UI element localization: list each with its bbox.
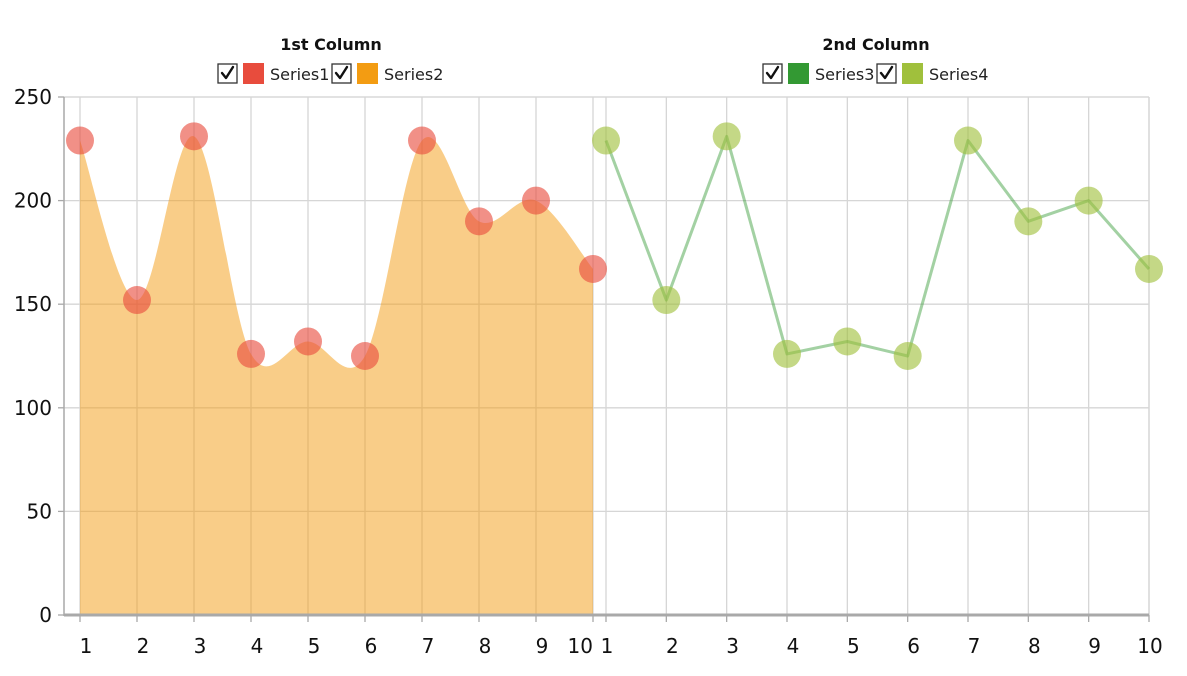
- x-tick-label: 8: [479, 634, 492, 658]
- check-icon: [879, 65, 894, 80]
- point-series4-9: [1074, 186, 1103, 215]
- x-tick-label: 1: [80, 634, 93, 658]
- point-series1-7: [408, 126, 436, 155]
- x-tick-label: 2: [137, 634, 150, 658]
- check-icon: [334, 65, 349, 80]
- legend-swatch-series4: [902, 63, 923, 84]
- x-tick-label: 4: [787, 634, 800, 658]
- legend-label-series2: Series2: [384, 65, 443, 84]
- point-series1-10: [579, 254, 607, 283]
- legend-swatch-series2: [357, 63, 378, 84]
- x-tick-label: 10: [568, 634, 593, 658]
- check-icon: [765, 65, 780, 80]
- x-tick-label: 3: [726, 634, 739, 658]
- legend-group-2: 2nd Column Series3 Series4: [762, 35, 988, 84]
- legend-label-series1: Series1: [270, 65, 329, 84]
- x-tick-label: 3: [194, 634, 207, 658]
- point-series4-2: [652, 286, 681, 315]
- legend-swatch-series3: [788, 63, 809, 84]
- x-tick-label: 5: [308, 634, 321, 658]
- y-tick-label: 0: [39, 603, 52, 627]
- plot-area: [66, 122, 1163, 615]
- x-tick-label: 2: [666, 634, 679, 658]
- point-series4-3: [712, 122, 741, 151]
- legend-group-1: 1st Column Series1 Series2: [217, 35, 443, 84]
- point-series1-2: [123, 286, 151, 315]
- x-tick-label: 9: [1088, 634, 1101, 658]
- point-series4-7: [954, 126, 982, 155]
- checkbox-series3[interactable]: [762, 63, 783, 84]
- line-series3: [604, 134, 1151, 358]
- check-icon: [220, 65, 235, 80]
- y-tick-label: 250: [14, 85, 52, 109]
- point-series1-4: [237, 339, 265, 368]
- checkbox-series1[interactable]: [217, 63, 238, 84]
- point-series4-6: [893, 342, 922, 370]
- point-series4-1: [592, 126, 620, 155]
- x-tick-label: 7: [422, 634, 435, 658]
- x-tick-label: 1: [601, 634, 614, 658]
- legend-label-series4: Series4: [929, 65, 988, 84]
- point-series4-5: [833, 327, 862, 356]
- x-tick-label: 7: [968, 634, 981, 658]
- point-series1-8: [465, 207, 493, 236]
- point-series1-1: [66, 126, 94, 155]
- x-tick-label: 6: [907, 634, 920, 658]
- axes: 0 50 100 150 200 250 1 2 3 4 5 6 7 8 9 10 1 2 3 4 5 6 7 8 9 10: [14, 85, 1163, 658]
- legend-title: 1st Column: [280, 35, 382, 54]
- legend-title: 2nd Column: [822, 35, 929, 54]
- checkbox-series4[interactable]: [876, 63, 897, 84]
- x-tick-label: 4: [251, 634, 264, 658]
- point-series1-9: [522, 186, 550, 215]
- point-series4-8: [1014, 207, 1043, 236]
- y-tick-label: 50: [27, 499, 52, 523]
- x-tick-label: 6: [365, 634, 378, 658]
- x-tick-label: 8: [1028, 634, 1041, 658]
- x-tick-label: 9: [536, 634, 549, 658]
- y-tick-label: 100: [14, 396, 52, 420]
- point-series1-5: [294, 327, 322, 356]
- y-tick-label: 150: [14, 292, 52, 316]
- point-series1-3: [180, 122, 208, 151]
- legend-swatch-series1: [243, 63, 264, 84]
- point-series4-4: [773, 339, 801, 368]
- point-series1-6: [351, 342, 379, 370]
- legend-label-series3: Series3: [815, 65, 874, 84]
- x-tick-label: 10: [1137, 634, 1162, 658]
- checkbox-series2[interactable]: [331, 63, 352, 84]
- x-tick-label: 5: [847, 634, 860, 658]
- y-tick-label: 200: [14, 189, 52, 213]
- point-series4-10: [1135, 254, 1163, 283]
- area-series2: [80, 136, 593, 615]
